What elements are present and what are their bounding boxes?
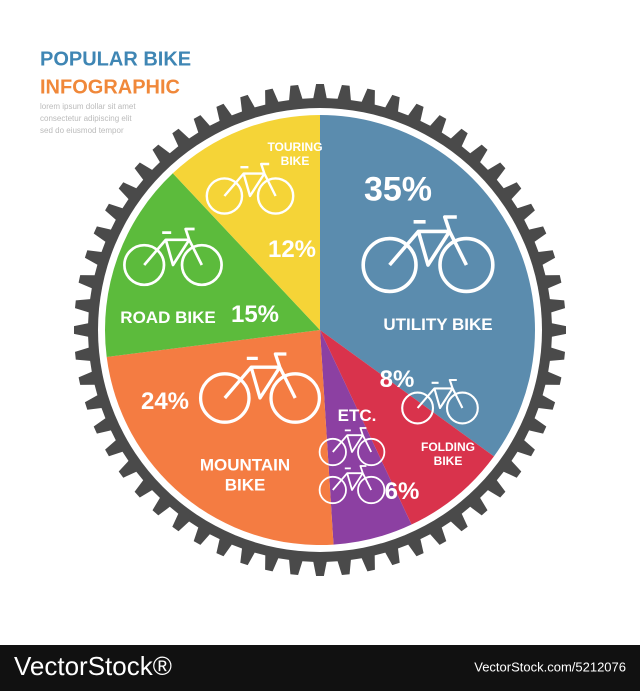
description: consectetur adipiscing elit [40,114,132,123]
value-label: 12% [267,236,317,264]
bike-icon [256,177,295,215]
title: POPULAR BIKE [40,48,191,70]
bike-icon [332,427,373,453]
value-label: 15% [230,301,280,329]
bike-icon [388,215,469,267]
bike-icon [198,372,251,424]
pie-slice [320,330,412,545]
description: lorem ipsum dollar sit amet [40,102,136,111]
bike-icon [445,391,479,425]
category-label: ETC. [337,406,377,426]
subtitle: INFOGRAPHIC [40,76,180,98]
bike-icon [223,352,297,400]
value-label: 6% [384,478,420,506]
bike-icon [318,475,347,505]
bike-icon [438,236,495,294]
pie-slice [172,115,320,330]
pie-slice [106,330,334,545]
category-label: UTILITY BIKE [383,315,493,335]
value-label: 8% [379,366,415,394]
bike-icon [180,243,223,287]
pie-slice [320,330,494,525]
footer-bar [0,645,640,691]
category-label: TOURING BIKE [267,140,323,168]
value-label: 35% [363,170,433,209]
bike-icon [223,162,277,198]
value-label: 24% [140,388,190,416]
bike-icon [269,372,322,424]
bike-icon [357,437,386,467]
bike-icon [357,475,386,505]
category-label: FOLDING BIKE [421,440,475,468]
pie-slice [320,115,535,457]
bike-icon [143,227,204,267]
bike-icon [361,236,418,294]
category-label: ROAD BIKE [120,308,216,328]
footer-brand: VectorStock® [14,651,172,681]
pie-slice [105,173,320,357]
bike-icon [123,243,166,287]
category-label: MOUNTAIN BIKE [199,455,291,494]
bike-icon [318,437,347,467]
bike-icon [205,177,244,215]
description: sed do eiusmod tempor [40,126,124,135]
bike-icon [416,378,464,410]
footer-url: VectorStock.com/5212076 [474,659,626,674]
bike-icon [401,391,435,425]
bike-icon [332,465,373,491]
